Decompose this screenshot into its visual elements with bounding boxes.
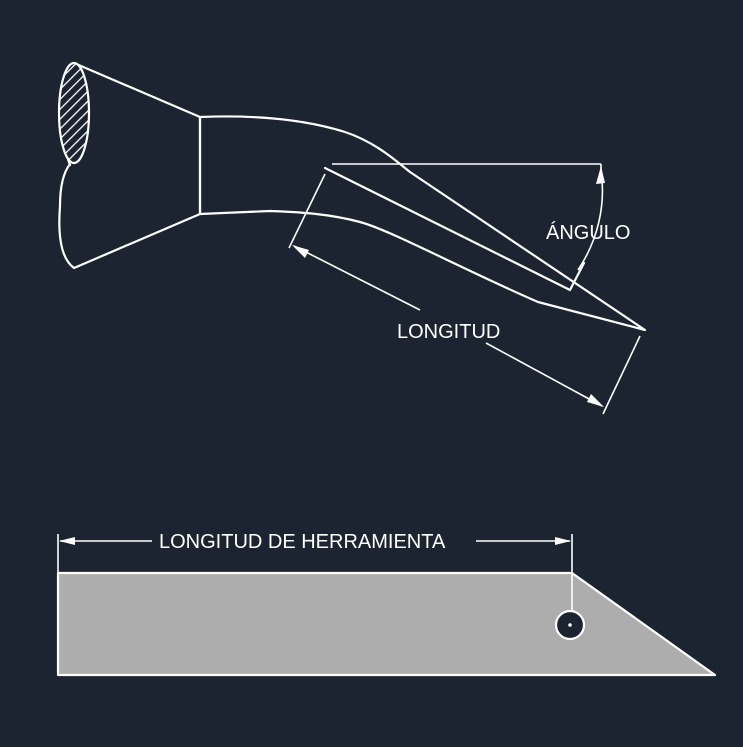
length-arrow-left-icon — [292, 245, 309, 258]
length-label: LONGITUD — [397, 321, 500, 343]
section-hatch — [57, 61, 91, 165]
length-arrow-right-icon — [587, 394, 604, 407]
angle-label: ÁNGULO — [546, 221, 630, 244]
length-dimension — [288, 173, 641, 415]
length-dim-line-left — [293, 245, 421, 311]
blade-bevel — [323, 166, 586, 292]
length-dim-line-right — [485, 342, 603, 407]
curved-tool — [57, 61, 647, 332]
reference-center — [568, 623, 572, 627]
angle-arrow-icon — [596, 166, 605, 184]
tool-length-label: LONGITUD DE HERRAMIENTA — [159, 531, 446, 553]
angle-dimension — [332, 163, 605, 271]
tool-blade — [198, 115, 647, 332]
length-extension-right — [602, 335, 641, 415]
angle-arc — [577, 169, 604, 271]
tool-length-arrow-left-icon — [59, 537, 75, 545]
length-extension-left — [288, 173, 326, 249]
tool-length-arrow-right-icon — [555, 537, 571, 545]
straight-blade — [56, 571, 717, 677]
tool-length-dimension — [57, 534, 573, 573]
blade-profile — [56, 571, 717, 677]
